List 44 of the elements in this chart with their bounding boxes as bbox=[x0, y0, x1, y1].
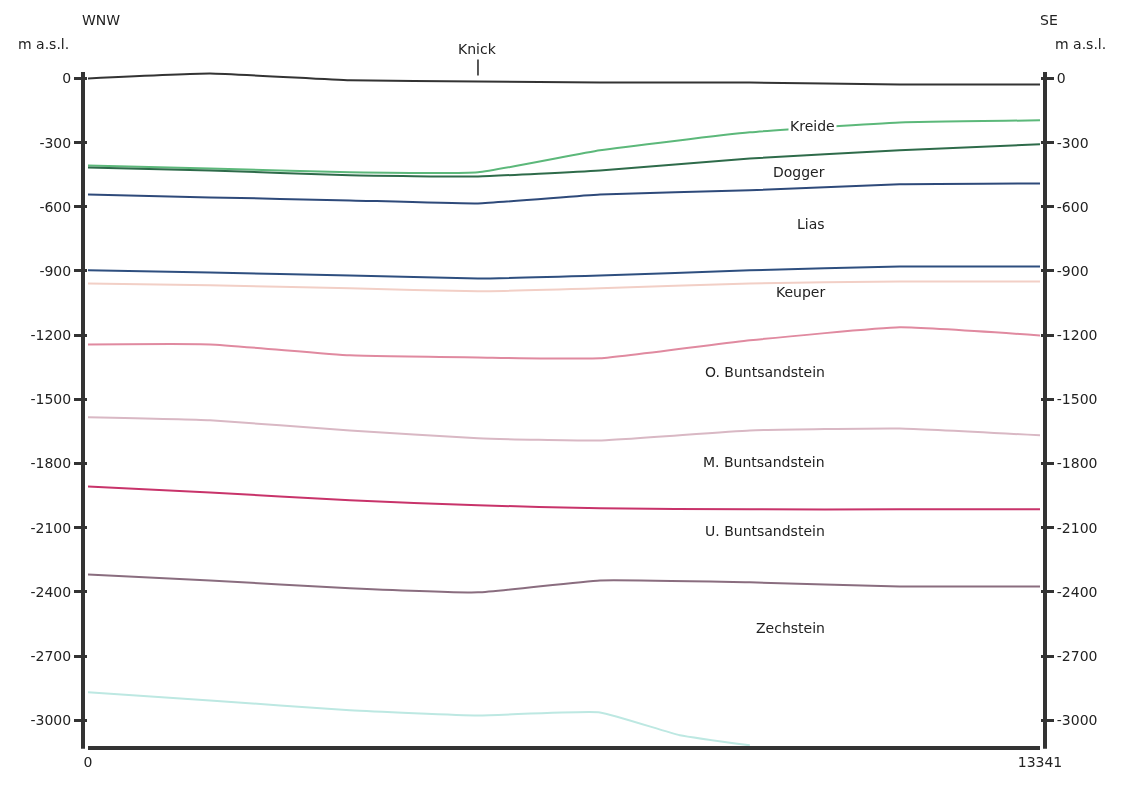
y-axis-title: m a.s.l. bbox=[18, 36, 70, 52]
annotation: Lias bbox=[797, 216, 825, 232]
text: SE bbox=[1040, 12, 1058, 28]
y-tick-label: -300 bbox=[39, 134, 72, 151]
y2-tick-label: -900 bbox=[1056, 262, 1089, 279]
y-tick-label: -1200 bbox=[30, 327, 72, 344]
annotation: Knick bbox=[458, 41, 497, 57]
annotation: Zechstein bbox=[756, 620, 825, 636]
line-series bbox=[88, 691, 751, 746]
y-tick-label: -1800 bbox=[30, 455, 72, 472]
annotation: Dogger bbox=[773, 164, 825, 180]
line-series bbox=[88, 416, 1040, 442]
y2-tick-label: -1500 bbox=[1056, 391, 1098, 408]
y2-tick-label: -600 bbox=[1056, 198, 1089, 215]
x-tick-label: 13341 bbox=[1017, 753, 1063, 770]
y-tick-label: -2700 bbox=[30, 648, 72, 665]
annotation: M. Buntsandstein bbox=[703, 454, 825, 470]
y2-tick-label: -2700 bbox=[1056, 648, 1098, 665]
y-tick-label: -2400 bbox=[30, 583, 72, 600]
y2-tick-label: -2100 bbox=[1056, 519, 1098, 536]
y2-tick-label: 0 bbox=[1056, 70, 1066, 87]
y-tick-label: -3000 bbox=[30, 712, 72, 729]
line-series bbox=[88, 485, 1040, 511]
y-tick-label: -2100 bbox=[30, 519, 72, 536]
line-series bbox=[88, 573, 1040, 594]
y2-axis-title: m a.s.l. bbox=[1055, 36, 1107, 52]
annotation: Keuper bbox=[776, 284, 826, 300]
y-tick-label: 0 bbox=[62, 70, 72, 87]
y2-tick-label: -2400 bbox=[1056, 583, 1098, 600]
y-tick-label: -1500 bbox=[30, 391, 72, 408]
annotation: U. Buntsandstein bbox=[705, 523, 825, 539]
y2-tick-label: -300 bbox=[1056, 134, 1089, 151]
y2-tick-label: -1200 bbox=[1056, 327, 1098, 344]
annotation: O. Buntsandstein bbox=[705, 364, 825, 380]
line-series bbox=[88, 143, 1040, 178]
line-series bbox=[88, 182, 1040, 205]
y-tick-label: -900 bbox=[39, 262, 72, 279]
text: WNW bbox=[82, 12, 121, 28]
y2-tick-label: -3000 bbox=[1056, 712, 1098, 729]
annotation: Kreide bbox=[790, 118, 835, 134]
line-series bbox=[88, 326, 1040, 360]
line-series bbox=[88, 265, 1040, 280]
y2-tick-label: -1800 bbox=[1056, 455, 1098, 472]
y-tick-label: -600 bbox=[39, 198, 72, 215]
